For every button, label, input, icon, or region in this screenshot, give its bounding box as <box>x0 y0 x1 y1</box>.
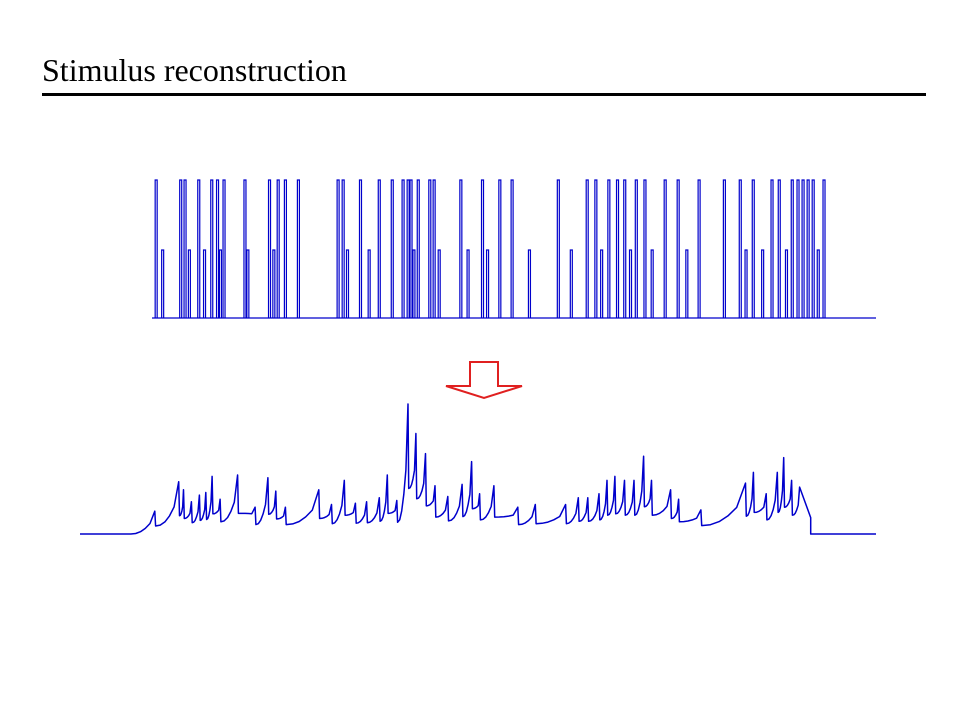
spike-train <box>152 179 876 319</box>
spike <box>594 179 598 318</box>
spike <box>623 179 627 318</box>
spike <box>770 179 774 318</box>
spike <box>806 179 810 318</box>
spike <box>600 249 604 318</box>
spike <box>634 179 638 318</box>
spike <box>183 179 187 318</box>
spike <box>345 249 350 318</box>
spike <box>459 179 463 318</box>
spike <box>480 179 485 318</box>
spike <box>527 249 532 318</box>
spike <box>607 179 611 318</box>
spike <box>367 249 371 318</box>
spike <box>267 179 272 318</box>
spike <box>336 179 340 318</box>
spike <box>663 179 667 318</box>
title-underline <box>42 93 926 96</box>
spike <box>615 179 620 318</box>
spike <box>154 179 158 318</box>
spike <box>498 179 502 318</box>
reconstruction-line <box>80 403 876 535</box>
spike <box>246 249 250 318</box>
spike <box>738 179 742 318</box>
spike <box>283 179 288 318</box>
spike <box>796 179 800 318</box>
spike <box>811 179 815 318</box>
spike <box>406 179 410 318</box>
spike <box>187 249 191 318</box>
spike <box>276 179 280 318</box>
spike <box>485 249 490 318</box>
spike <box>437 249 441 318</box>
spike <box>358 179 363 318</box>
spike <box>412 249 416 318</box>
spike <box>296 179 300 318</box>
spike <box>243 179 247 318</box>
spike <box>202 249 207 318</box>
spike <box>822 179 826 318</box>
spike <box>697 179 701 318</box>
spike <box>751 179 755 318</box>
down-arrow-icon <box>445 361 523 400</box>
spike <box>377 179 381 318</box>
spike <box>650 249 654 318</box>
spike <box>179 179 183 318</box>
reconstruction-trace <box>80 403 876 535</box>
spike <box>569 249 573 318</box>
spike <box>676 179 680 318</box>
spike <box>432 179 436 318</box>
spike <box>161 249 165 318</box>
spike <box>409 179 413 318</box>
spike <box>628 249 633 318</box>
spike <box>466 249 470 318</box>
spike <box>222 179 226 318</box>
spike <box>390 179 394 318</box>
spike <box>722 179 726 318</box>
spike <box>197 179 201 318</box>
spike <box>685 249 689 318</box>
spike <box>790 179 794 318</box>
page-title: Stimulus reconstruction <box>42 52 347 88</box>
spike <box>215 179 220 318</box>
spike <box>416 179 420 318</box>
spike <box>777 179 781 318</box>
spike <box>210 179 214 318</box>
spike <box>801 179 805 318</box>
spike <box>272 249 276 318</box>
spike <box>784 249 789 318</box>
spike <box>585 179 589 318</box>
spike <box>761 249 765 318</box>
spike <box>341 179 345 318</box>
spike <box>401 179 405 318</box>
spike <box>218 249 223 318</box>
spike <box>556 179 560 318</box>
spike <box>744 249 748 318</box>
spike <box>643 179 647 318</box>
spike <box>428 179 432 318</box>
spike <box>816 249 820 318</box>
spike <box>510 179 514 318</box>
